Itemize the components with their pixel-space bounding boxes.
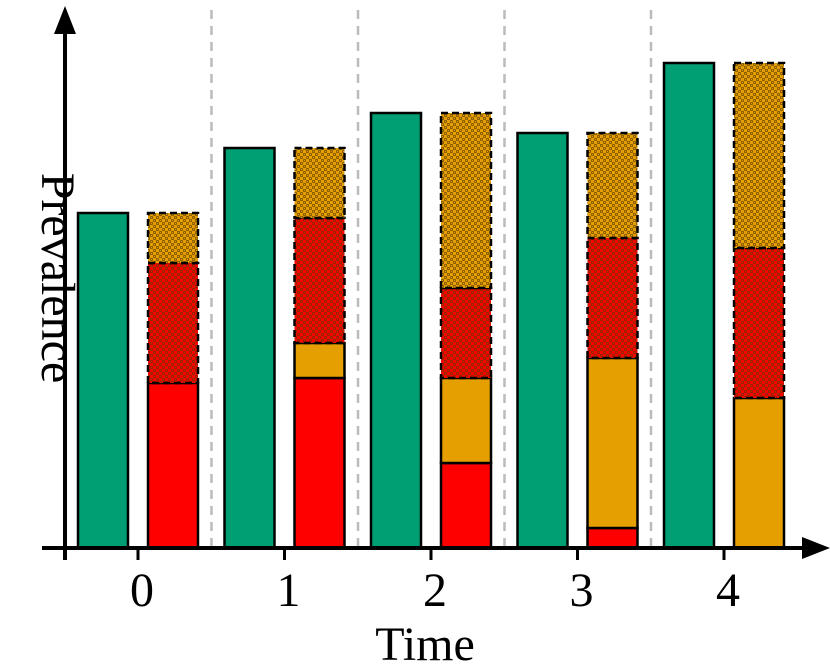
bar-segment (293, 216, 346, 345)
bar-segment (293, 146, 346, 220)
bar-segment (146, 381, 200, 550)
bar-segment (586, 236, 639, 360)
bar-segment (76, 211, 130, 550)
bar-segment (586, 526, 639, 550)
bars (76, 61, 786, 550)
x-tick-label: 4 (716, 564, 740, 617)
bar-segment (439, 111, 493, 290)
x-axis-label: Time (375, 618, 475, 666)
bar-segment (662, 61, 716, 550)
bar-segment (516, 131, 569, 550)
x-tick-label: 1 (277, 564, 301, 617)
bar-segment (439, 461, 493, 550)
x-tick-label: 2 (423, 564, 447, 617)
bar-segment (369, 111, 423, 550)
bar-segment (732, 396, 786, 550)
x-ticks: 0 1 2 3 4 (130, 548, 740, 617)
bar-segment (146, 211, 200, 265)
x-axis-arrow (802, 537, 830, 559)
bar-segment (439, 286, 493, 380)
bar-segment (732, 61, 786, 250)
y-axis-label: Prevalence (31, 173, 84, 384)
bar-segment (586, 356, 639, 530)
bar-segment (293, 341, 346, 380)
bar-segment (293, 376, 346, 550)
x-tick-label: 0 (130, 564, 154, 617)
x-tick-label: 3 (570, 564, 594, 617)
y-axis-arrow (54, 6, 76, 34)
bar-segment (732, 246, 786, 400)
bar-segment (586, 131, 639, 240)
separators (210, 10, 653, 548)
bar-segment (439, 376, 493, 465)
bar-segment (146, 261, 200, 385)
bar-segment (223, 146, 276, 550)
